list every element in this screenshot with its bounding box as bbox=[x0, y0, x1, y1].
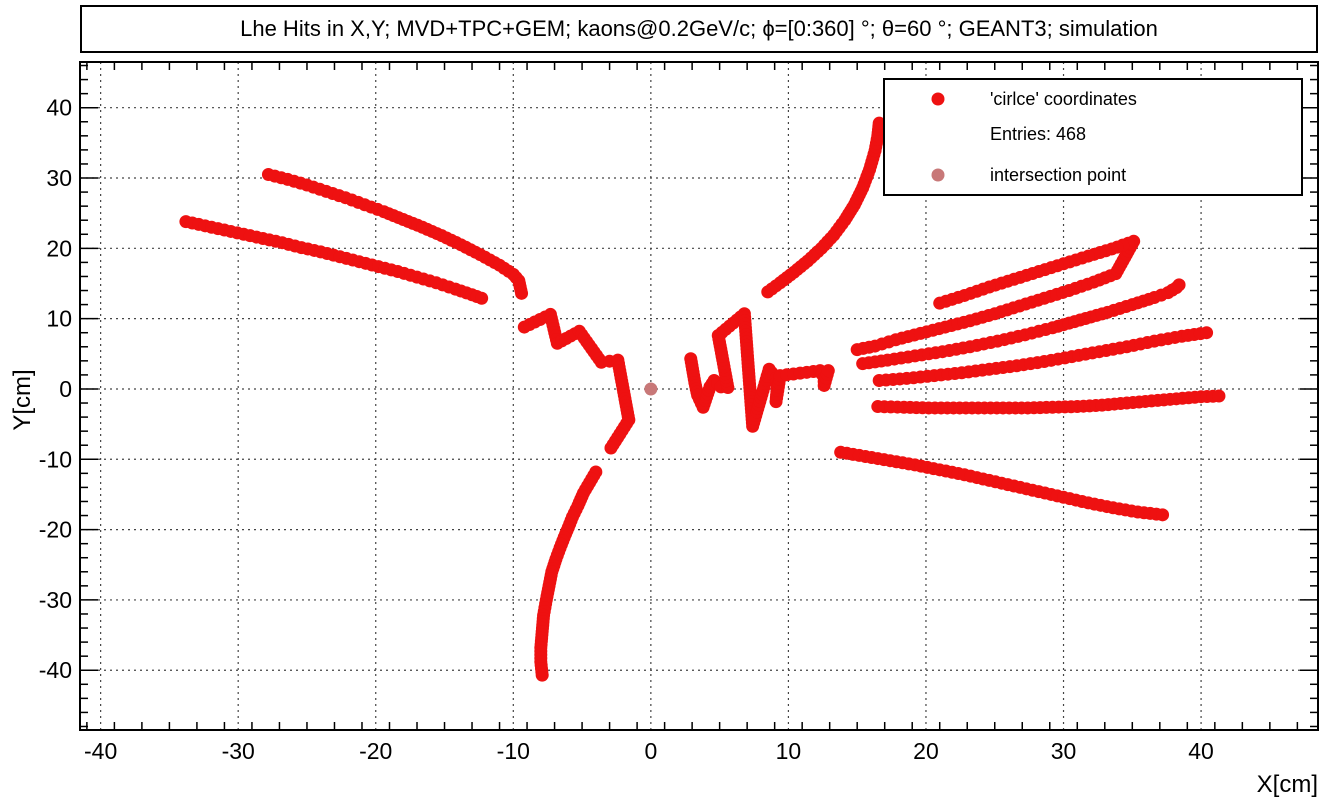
x-axis-title: X[cm] bbox=[1257, 771, 1318, 798]
data-point bbox=[515, 286, 529, 300]
y-tick-label: -30 bbox=[39, 587, 72, 613]
x-tick-label: 40 bbox=[1188, 738, 1214, 764]
data-point bbox=[1212, 389, 1226, 403]
legend-label-circle-coordinates: 'cirlce' coordinates bbox=[990, 89, 1137, 109]
x-tick-label: 20 bbox=[913, 738, 939, 764]
y-tick-label: 10 bbox=[46, 306, 72, 332]
data-point bbox=[872, 116, 886, 130]
x-tick-label: 10 bbox=[776, 738, 802, 764]
data-point bbox=[821, 364, 835, 378]
legend-marker-circle-coordinates bbox=[931, 92, 945, 106]
data-point bbox=[933, 296, 947, 310]
x-tick-label: -20 bbox=[359, 738, 392, 764]
plot-frame bbox=[79, 61, 1319, 731]
legend: 'cirlce' coordinates Entries: 468 inters… bbox=[883, 78, 1303, 196]
data-point bbox=[604, 441, 618, 455]
intersection-point-marker bbox=[644, 382, 658, 396]
x-tick-label: 30 bbox=[1051, 738, 1077, 764]
legend-label-intersection-point: intersection point bbox=[990, 165, 1126, 185]
legend-box bbox=[883, 78, 1303, 196]
data-point bbox=[1172, 278, 1186, 292]
data-point bbox=[475, 291, 489, 305]
y-tick-label: 20 bbox=[46, 235, 72, 261]
tick-labels: -40 -30 -20 -10 0 10 20 30 40 -40 -30 -20 -10 0 10 20 30… bbox=[39, 95, 1214, 764]
y-tick-label: 30 bbox=[46, 165, 72, 191]
chart-title: Lhe Hits in X,Y; MVD+TPC+GEM; kaons@0.2G… bbox=[240, 16, 1158, 41]
y-tick-label: 40 bbox=[46, 95, 72, 121]
x-tick-label: 0 bbox=[644, 738, 657, 764]
y-tick-label: -40 bbox=[39, 657, 72, 683]
legend-label-entries: Entries: 468 bbox=[990, 124, 1086, 144]
y-tick-label: -10 bbox=[39, 446, 72, 472]
x-tick-label: -10 bbox=[497, 738, 530, 764]
points-layer bbox=[179, 116, 1226, 682]
data-point bbox=[535, 668, 549, 682]
y-tick-label: 0 bbox=[59, 376, 72, 402]
x-tick-label: -40 bbox=[84, 738, 117, 764]
data-point bbox=[1156, 508, 1170, 522]
chart-title-box: Lhe Hits in X,Y; MVD+TPC+GEM; kaons@0.2G… bbox=[80, 5, 1318, 53]
y-axis-title: Y[cm] bbox=[9, 369, 36, 430]
data-point bbox=[1200, 326, 1214, 340]
legend-marker-intersection-point bbox=[931, 168, 945, 182]
ticks-layer bbox=[80, 62, 1318, 730]
y-tick-label: -20 bbox=[39, 517, 72, 543]
x-tick-label: -30 bbox=[222, 738, 255, 764]
